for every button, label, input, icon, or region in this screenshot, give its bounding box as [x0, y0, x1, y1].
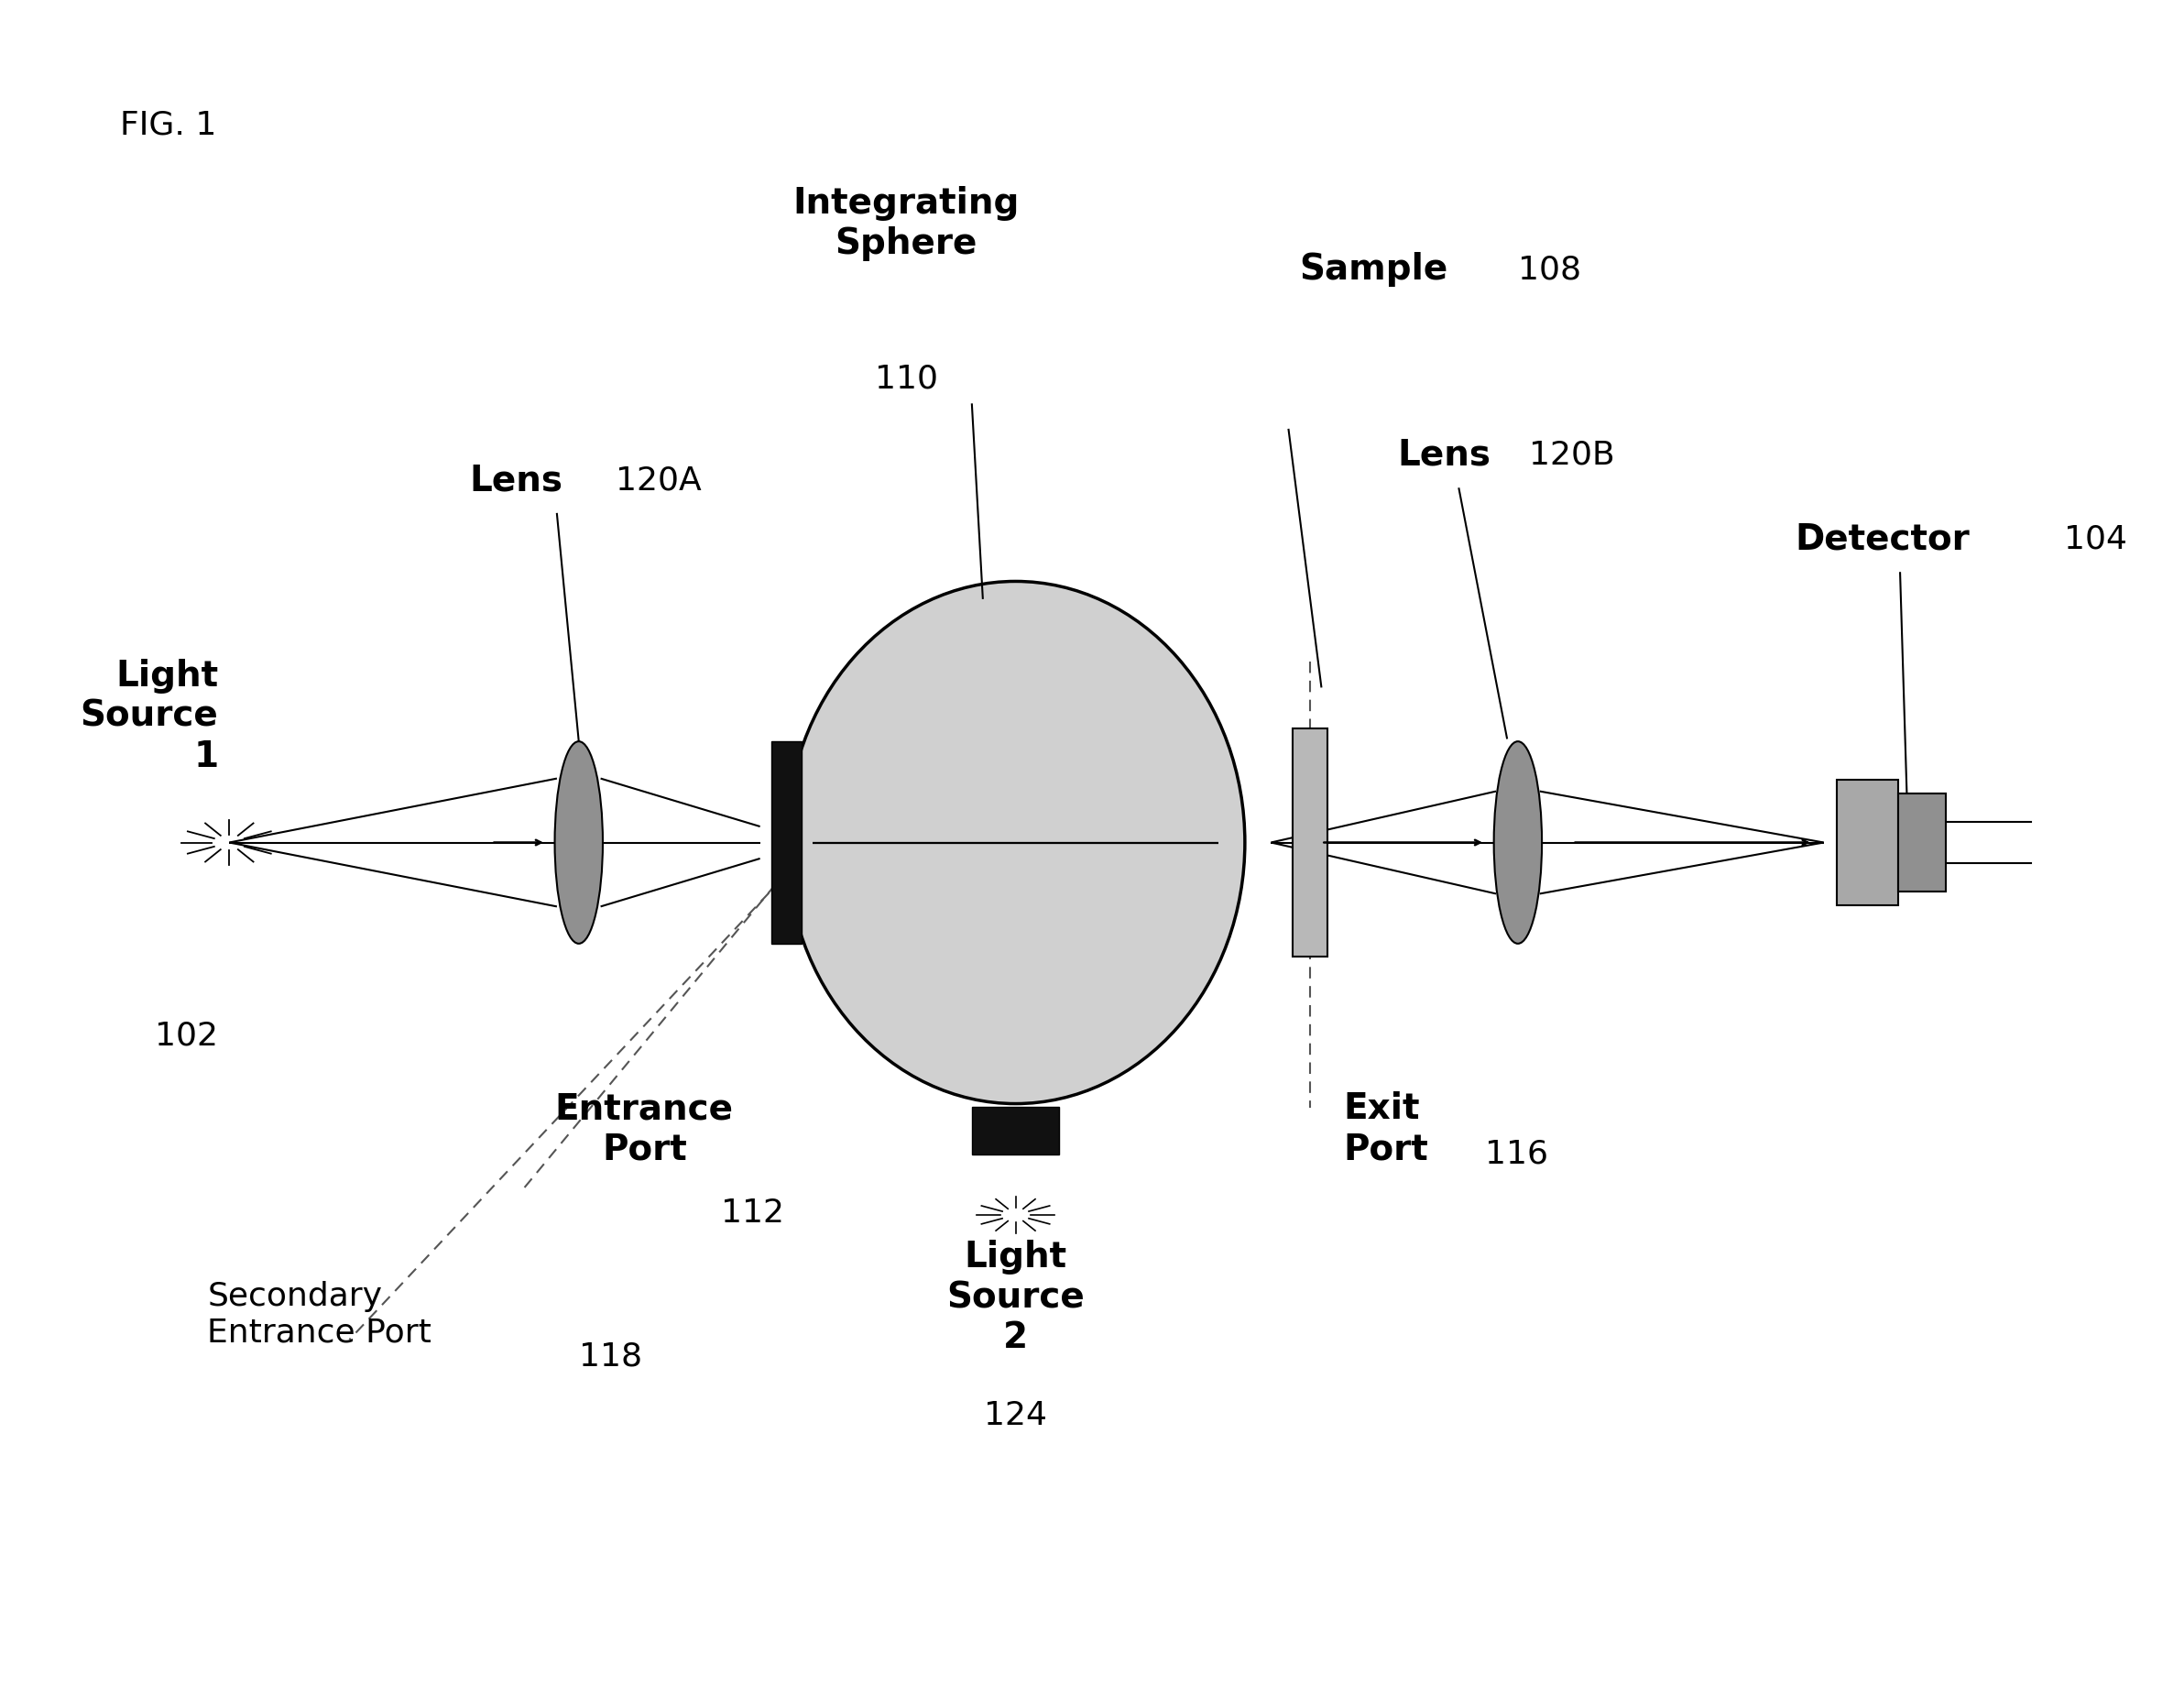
Ellipse shape	[1494, 741, 1542, 944]
Text: Sample: Sample	[1299, 253, 1448, 286]
Text: 124: 124	[985, 1400, 1046, 1431]
Text: Integrating
Sphere: Integrating Sphere	[793, 185, 1020, 261]
Bar	[1293, 730, 1328, 957]
Text: 104: 104	[2064, 524, 2127, 554]
Bar	[1837, 778, 1898, 907]
Text: Lens: Lens	[470, 463, 563, 497]
Text: Light
Source
2: Light Source 2	[946, 1240, 1085, 1355]
Text: Secondary
Entrance Port: Secondary Entrance Port	[207, 1281, 432, 1348]
Text: Lens: Lens	[1398, 438, 1492, 472]
Text: FIG. 1: FIG. 1	[120, 110, 216, 140]
Bar	[972, 1107, 1059, 1154]
Text: Light
Source
1: Light Source 1	[81, 659, 218, 773]
Text: 112: 112	[721, 1198, 784, 1228]
Text: Detector: Detector	[1795, 522, 1970, 556]
Polygon shape	[557, 741, 601, 944]
Text: Entrance
Port: Entrance Port	[555, 1092, 734, 1166]
Text: 118: 118	[579, 1341, 642, 1372]
Bar	[1898, 794, 1946, 891]
Bar	[771, 741, 802, 944]
Ellipse shape	[555, 741, 603, 944]
Text: Exit
Port: Exit Port	[1343, 1092, 1428, 1166]
Ellipse shape	[786, 581, 1245, 1104]
Text: 108: 108	[1518, 254, 1581, 285]
Text: 120B: 120B	[1529, 440, 1614, 470]
Text: 110: 110	[876, 364, 937, 394]
Text: 102: 102	[155, 1021, 218, 1051]
Text: 120A: 120A	[616, 465, 701, 495]
Text: 116: 116	[1485, 1139, 1548, 1169]
